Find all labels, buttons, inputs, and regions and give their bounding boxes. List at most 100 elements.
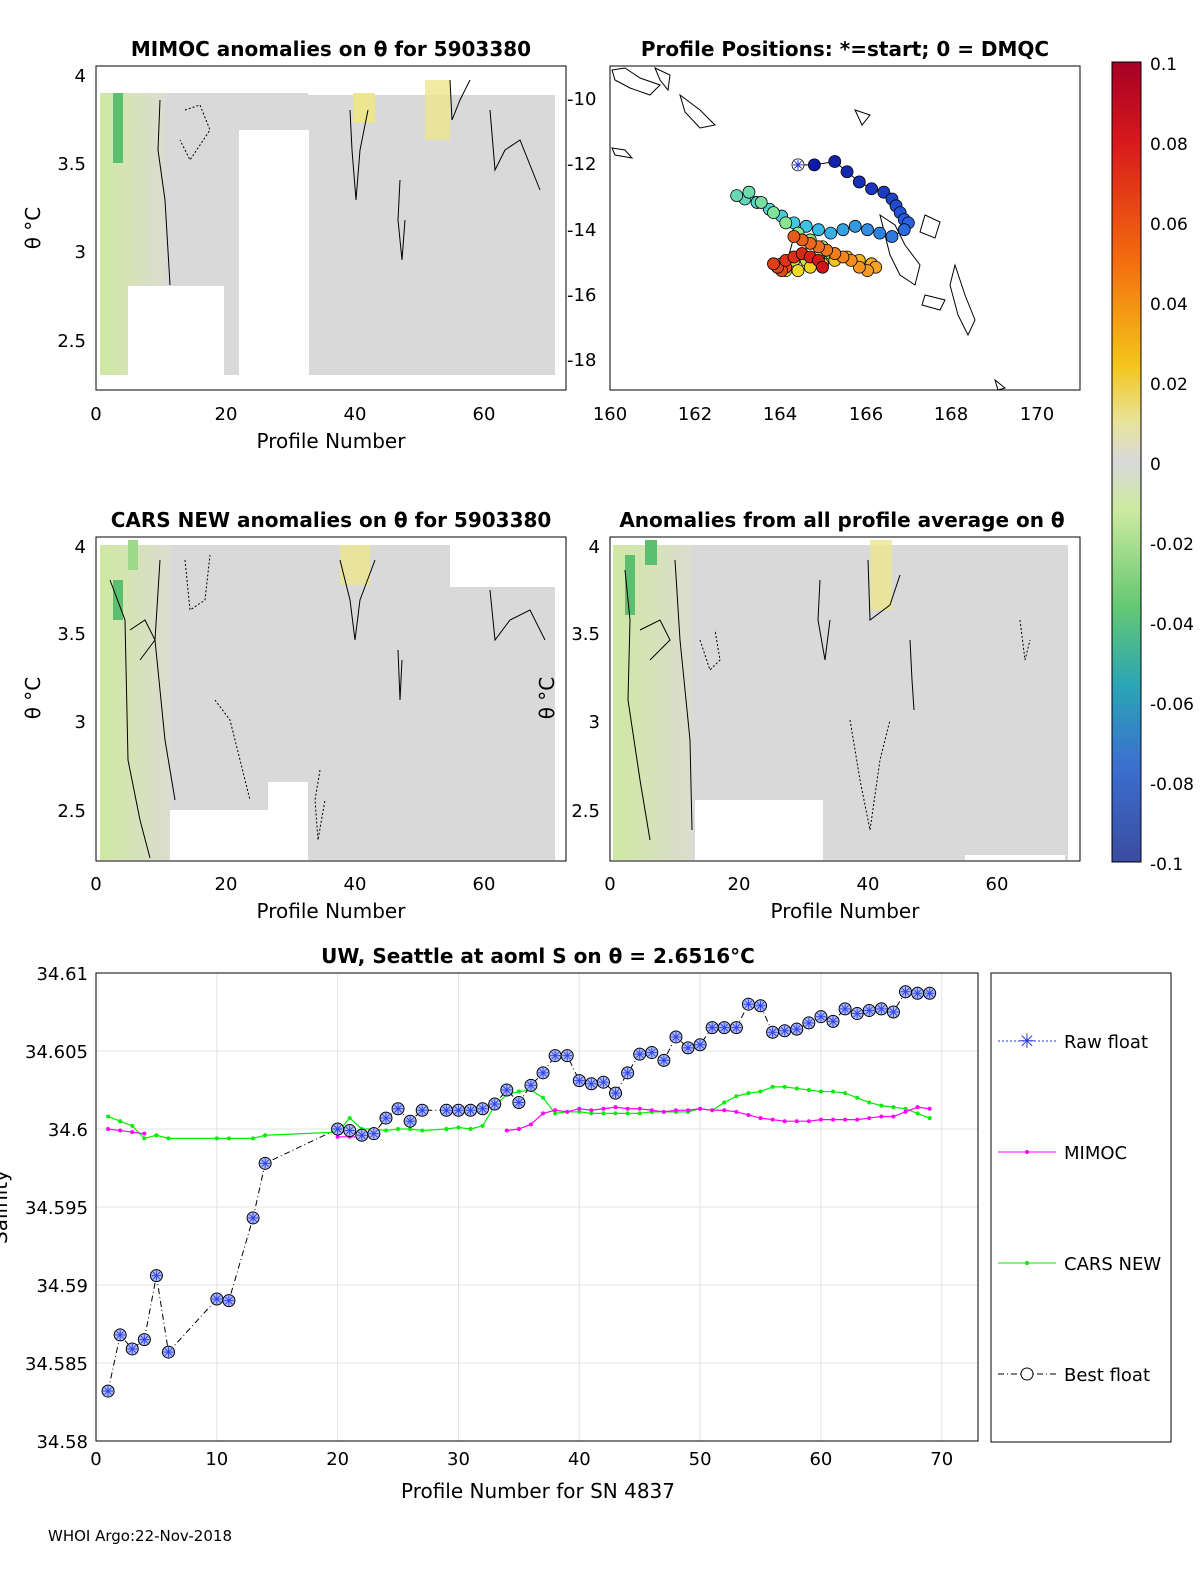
cars-new-point (927, 1116, 932, 1121)
best-float-point (596, 1075, 610, 1089)
avg-ytick: 4 (589, 537, 600, 558)
y-tick-label: 34.61 (36, 964, 88, 985)
avg-xtick: 60 (986, 874, 1009, 895)
positions-xtick: 166 (849, 404, 883, 425)
salinity-series (101, 985, 937, 1398)
mimoc-point (915, 1105, 920, 1110)
mimoc-point (589, 1108, 594, 1113)
mimoc-point (686, 1108, 691, 1113)
colorbar-tick: -0.08 (1150, 775, 1194, 795)
cars-new-point (722, 1100, 727, 1105)
mimoc-title: MIMOC anomalies on θ for 5903380 (131, 37, 531, 61)
cars-new-point (879, 1103, 884, 1108)
legend-entry-raw-float: ✳ Raw float (998, 1029, 1148, 1053)
best-float-point (633, 1047, 647, 1061)
colorbar-gradient (1111, 61, 1142, 863)
track-points (730, 155, 915, 278)
mimoc-point (806, 1119, 811, 1124)
cars-new-point (577, 1109, 582, 1114)
best-float-point (572, 1074, 586, 1088)
best-float-point (476, 1102, 490, 1116)
cars-new-point (444, 1127, 449, 1131)
mimoc-point (710, 1108, 715, 1113)
cars-new-point (818, 1089, 823, 1094)
salinity-x-ticks: 0 10 20 30 40 50 60 70 (90, 1449, 953, 1470)
cars-new-point (589, 1111, 594, 1116)
coastlines (611, 67, 1007, 391)
positions-xtick: 164 (763, 404, 797, 425)
mimoc-ytick: 2.5 (57, 331, 86, 352)
track-point (779, 216, 793, 230)
positions-title: Profile Positions: *=start; 0 = DMQC (641, 37, 1049, 61)
cars-new-point (347, 1116, 352, 1121)
mimoc-ytick: 3.5 (57, 154, 86, 175)
salinity-title: UW, Seattle at aoml S on θ = 2.6516°C (321, 944, 755, 968)
cars-ytick: 2.5 (57, 801, 86, 822)
positions-ytick: -14 (567, 220, 596, 241)
mimoc-point (577, 1106, 582, 1111)
cars-xtick: 0 (90, 874, 101, 895)
best-float-point (210, 1292, 224, 1306)
avg-title: Anomalies from all profile average on θ (619, 508, 1064, 532)
cars-new-point (118, 1119, 123, 1124)
best-float-point (609, 1086, 623, 1100)
track-point (767, 206, 780, 220)
mimoc-line (108, 1128, 145, 1135)
legend-entry-cars-new: CARS NEW (998, 1254, 1161, 1275)
x-tick-label: 50 (689, 1449, 712, 1470)
best-float-point (149, 1269, 163, 1283)
cars-ytick: 4 (75, 537, 86, 558)
cars-new-point (541, 1095, 546, 1100)
positions-axes (609, 65, 1081, 391)
mimoc-point (891, 1114, 896, 1119)
best-float-point (137, 1333, 151, 1347)
track-point (816, 260, 829, 274)
legend-label: Raw float (1064, 1032, 1148, 1053)
cars-new-point (251, 1136, 256, 1141)
best-float-point (766, 1025, 780, 1039)
cars-field (100, 540, 560, 862)
best-float-point (657, 1053, 671, 1067)
mimoc-point (879, 1114, 884, 1119)
best-float-point (512, 1095, 526, 1109)
cars-new-point (782, 1084, 787, 1089)
avg-xtick: 40 (857, 874, 880, 895)
mimoc-point (335, 1134, 340, 1139)
mimoc-ylabel: θ °C (21, 207, 45, 250)
cars-new-point (891, 1105, 896, 1110)
y-tick-label: 34.58 (36, 1432, 88, 1453)
salinity-xlabel: Profile Number for SN 4837 (401, 1479, 675, 1503)
best-float-point (246, 1211, 260, 1225)
mimoc-field (100, 75, 556, 376)
positions-xtick: 168 (934, 404, 968, 425)
positions-ytick: -16 (567, 285, 596, 306)
x-tick-label: 0 (90, 1449, 101, 1470)
avg-panel: Anomalies from all profile average on θ … (535, 508, 1081, 923)
track-point (885, 230, 899, 243)
best-float-point (899, 985, 913, 999)
salinity-grid (95, 972, 978, 1442)
cars-new-point (758, 1089, 763, 1094)
cars-new-point (166, 1136, 171, 1141)
cars-axes (95, 536, 567, 862)
best-float-point (669, 1030, 683, 1044)
colorbar-tick: -0.04 (1150, 615, 1194, 635)
mimoc-xtick: 0 (90, 404, 101, 425)
track-point (824, 226, 838, 240)
best-float-point (415, 1103, 429, 1117)
track-point (791, 264, 805, 278)
best-float-point (741, 997, 755, 1011)
asterisk-icon: ✳ (1019, 1029, 1036, 1053)
y-tick-label: 34.59 (36, 1276, 88, 1297)
x-tick-label: 40 (568, 1449, 591, 1470)
mimoc-point (734, 1109, 739, 1114)
best-float-point (874, 1002, 888, 1016)
colorbar-tick: 0.08 (1150, 135, 1188, 155)
cars-new-point (263, 1133, 268, 1138)
cars-ytick: 3.5 (57, 624, 86, 645)
cars-new-point (746, 1091, 751, 1096)
colorbar: 0.1 0.08 0.06 0.04 0.02 0 -0.02 -0.04 -0… (1111, 55, 1194, 875)
best-float-point (464, 1103, 478, 1117)
best-float-point (439, 1103, 453, 1117)
mimoc-point (613, 1105, 618, 1110)
